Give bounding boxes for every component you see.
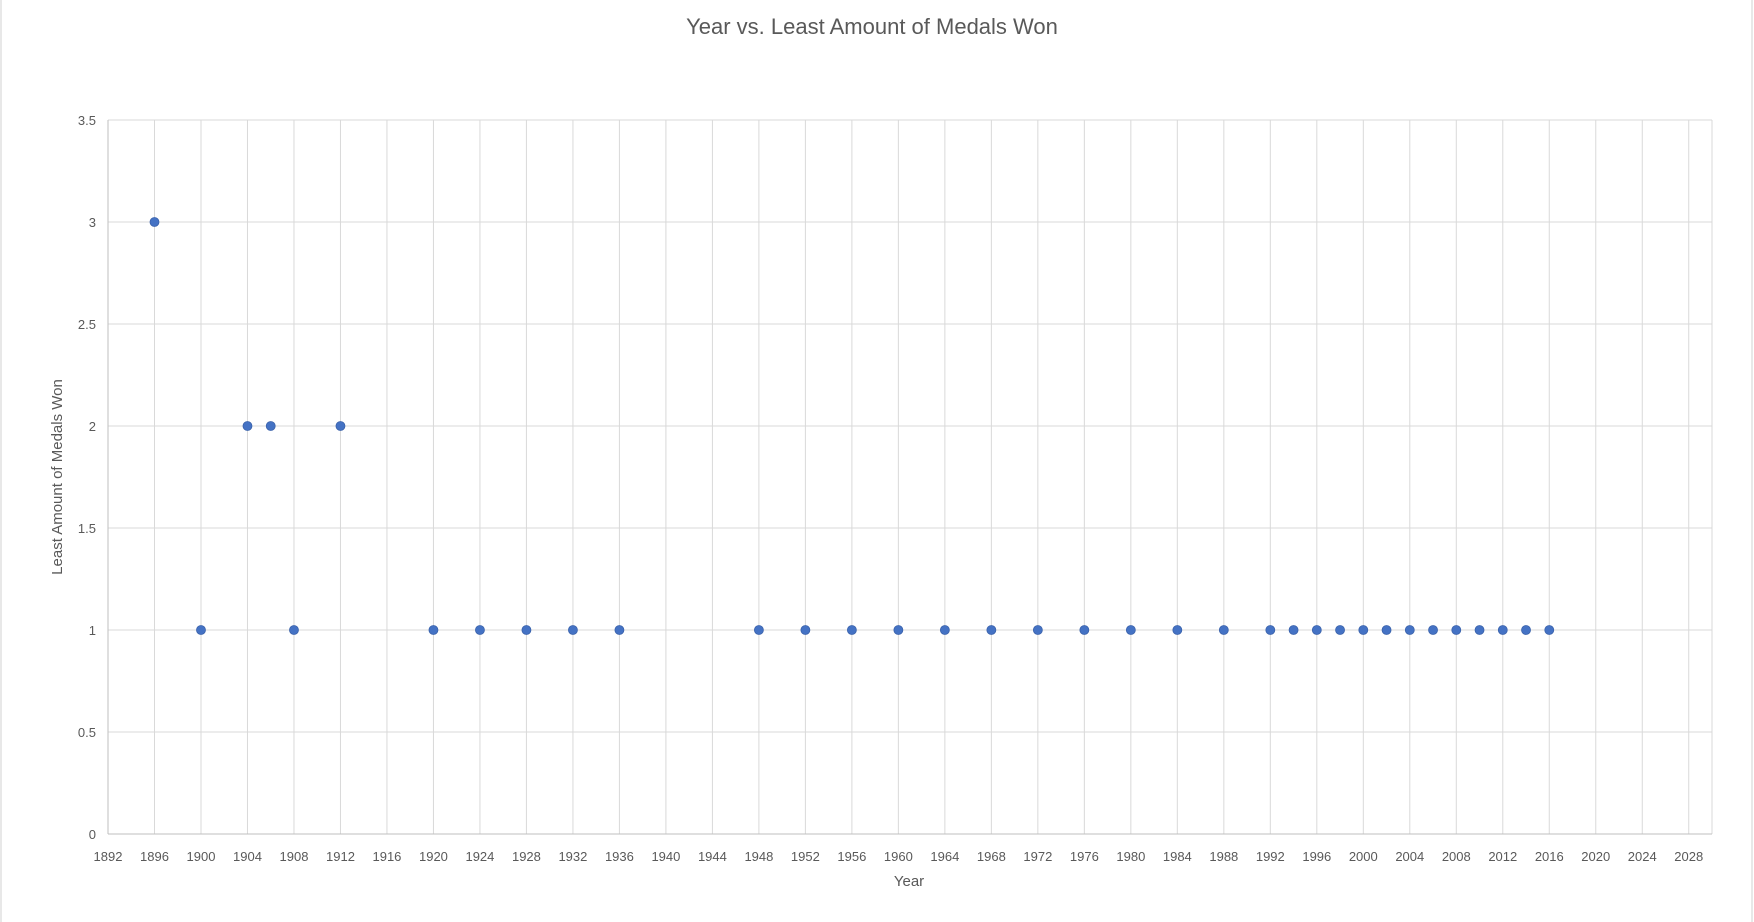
data-point [149, 217, 160, 227]
data-point [1544, 625, 1555, 635]
x-tick-label: 1924 [465, 849, 494, 864]
chart-title: Year vs. Least Amount of Medals Won [686, 14, 1058, 39]
x-tick-label: 2004 [1395, 849, 1424, 864]
data-point [475, 625, 485, 635]
x-tick-label: 1980 [1116, 849, 1145, 864]
y-tick-label: 0 [89, 827, 96, 842]
x-axis-title: Year [894, 873, 924, 890]
x-tick-label: 1972 [1023, 849, 1052, 864]
data-point [846, 625, 857, 635]
data-point [1358, 625, 1369, 635]
x-tick-label: 1920 [419, 849, 448, 864]
y-tick-label: 3.5 [78, 113, 96, 128]
y-tick-label: 1.5 [78, 521, 96, 536]
x-tick-label: 1956 [837, 849, 866, 864]
data-point [1079, 625, 1090, 635]
x-tick-label: 2024 [1628, 849, 1657, 864]
x-tick-label: 1996 [1302, 849, 1331, 864]
data-point [335, 421, 346, 431]
data-point [1218, 625, 1229, 635]
x-tick-label: 1936 [605, 849, 634, 864]
x-tick-label: 1960 [884, 849, 913, 864]
x-tick-label: 1900 [187, 849, 216, 864]
x-tick-label: 1992 [1256, 849, 1285, 864]
x-tick-label: 1968 [977, 849, 1006, 864]
data-point [1335, 625, 1345, 635]
data-point [800, 625, 811, 635]
x-tick-label: 1944 [698, 849, 727, 864]
x-tick-label: 1908 [280, 849, 309, 864]
data-point [1497, 625, 1508, 635]
x-tick-label: 1976 [1070, 849, 1099, 864]
data-point [196, 625, 206, 635]
data-point [1428, 625, 1438, 635]
x-tick-label: 1948 [744, 849, 773, 864]
data-point [1404, 625, 1415, 635]
data-point [568, 625, 578, 635]
y-tick-label: 0.5 [78, 725, 96, 740]
data-point [428, 625, 439, 635]
data-point [1474, 625, 1485, 635]
data-point [1172, 625, 1183, 635]
y-tick-label: 2 [89, 419, 96, 434]
data-point [1521, 625, 1531, 635]
y-axis-title: Least Amount of Medals Won [49, 379, 66, 575]
data-point [242, 421, 253, 431]
y-tick-label: 3 [89, 215, 96, 230]
data-point [1381, 625, 1392, 635]
x-tick-label: 2016 [1535, 849, 1564, 864]
data-point [939, 625, 950, 635]
x-tick-label: 1984 [1163, 849, 1192, 864]
data-point [1311, 625, 1322, 635]
y-tick-label: 1 [89, 623, 96, 638]
data-point [753, 625, 764, 635]
data-point [614, 625, 625, 635]
data-point [289, 625, 299, 635]
data-point [986, 625, 997, 635]
data-point [893, 625, 904, 635]
gridlines [108, 119, 1713, 834]
data-point [1125, 625, 1136, 635]
data-point [521, 625, 532, 635]
x-tick-label: 1904 [233, 849, 262, 864]
x-tick-label: 1932 [558, 849, 587, 864]
x-tick-label: 1940 [651, 849, 680, 864]
data-point [265, 421, 276, 431]
data-point [1032, 625, 1043, 635]
x-tick-label: 1912 [326, 849, 355, 864]
x-tick-label: 1916 [372, 849, 401, 864]
x-tick-label: 2012 [1488, 849, 1517, 864]
x-tick-label: 1892 [94, 849, 123, 864]
data-point [1288, 625, 1299, 635]
data-points [149, 217, 1555, 635]
x-tick-label: 2028 [1674, 849, 1703, 864]
x-tick-label: 1964 [930, 849, 959, 864]
x-tick-label: 2000 [1349, 849, 1378, 864]
data-point [1451, 625, 1462, 635]
x-tick-label: 1928 [512, 849, 541, 864]
y-tick-label: 2.5 [78, 317, 96, 332]
x-tick-label: 1952 [791, 849, 820, 864]
x-tick-label: 1896 [140, 849, 169, 864]
x-tick-label: 2008 [1442, 849, 1471, 864]
x-tick-label: 1988 [1209, 849, 1238, 864]
tick-labels: 0 0.5 1 1.5 2 2.5 3 3.5 1892 1896 1900 1904 1908 1912… [78, 113, 1703, 864]
axes [107, 120, 1712, 835]
x-tick-label: 2020 [1581, 849, 1610, 864]
data-point [1265, 625, 1276, 635]
